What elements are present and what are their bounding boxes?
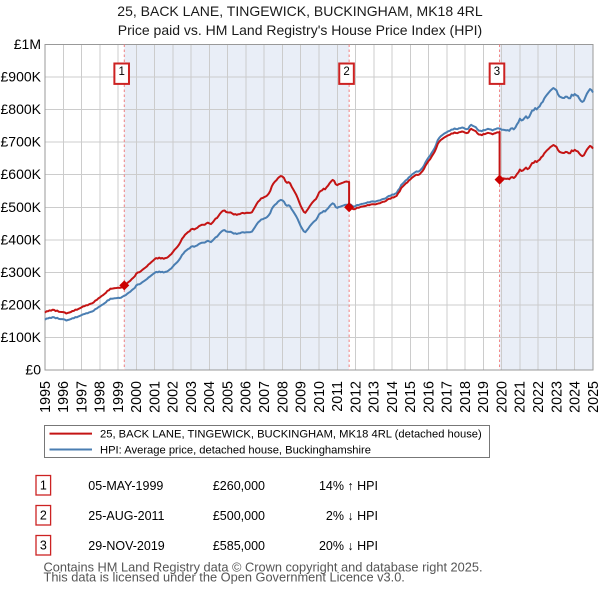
svg-text:2018: 2018 xyxy=(458,381,474,413)
svg-text:1999: 1999 xyxy=(111,381,127,413)
svg-text:20% ↓ HPI: 20% ↓ HPI xyxy=(319,539,378,553)
svg-text:£700K: £700K xyxy=(1,134,42,150)
svg-text:2008: 2008 xyxy=(275,381,291,413)
svg-text:2: 2 xyxy=(40,509,47,523)
svg-text:2% ↓ HPI: 2% ↓ HPI xyxy=(326,509,378,523)
svg-text:05-MAY-1999: 05-MAY-1999 xyxy=(88,479,163,493)
svg-text:2011: 2011 xyxy=(330,381,346,412)
svg-text:2019: 2019 xyxy=(476,381,492,413)
svg-text:£585,000: £585,000 xyxy=(213,539,265,553)
svg-text:2023: 2023 xyxy=(549,381,565,413)
svg-text:HPI: Average price, detached h: HPI: Average price, detached house, Buck… xyxy=(100,445,371,457)
svg-text:2013: 2013 xyxy=(367,381,383,413)
svg-text:2002: 2002 xyxy=(166,381,182,413)
svg-text:25-AUG-2011: 25-AUG-2011 xyxy=(88,509,164,523)
svg-text:2012: 2012 xyxy=(348,381,364,413)
svg-text:1: 1 xyxy=(118,66,124,78)
svg-text:14% ↑ HPI: 14% ↑ HPI xyxy=(319,479,378,493)
svg-text:2003: 2003 xyxy=(184,381,200,413)
svg-text:2022: 2022 xyxy=(531,381,547,413)
svg-text:2024: 2024 xyxy=(568,381,584,413)
svg-text:£260,000: £260,000 xyxy=(213,479,265,493)
svg-text:£400K: £400K xyxy=(1,231,42,247)
svg-text:£500,000: £500,000 xyxy=(213,509,265,523)
svg-text:Price paid vs. HM Land Registr: Price paid vs. HM Land Registry's House … xyxy=(118,22,482,38)
svg-text:1: 1 xyxy=(40,479,47,493)
svg-text:2000: 2000 xyxy=(129,381,145,413)
svg-text:£200K: £200K xyxy=(1,296,42,312)
svg-text:£100K: £100K xyxy=(1,329,42,345)
svg-text:2006: 2006 xyxy=(239,381,255,413)
svg-text:2014: 2014 xyxy=(385,381,401,413)
svg-text:This data is licensed under th: This data is licensed under the Open Gov… xyxy=(44,570,405,585)
svg-text:2020: 2020 xyxy=(495,381,511,413)
svg-text:2025: 2025 xyxy=(586,381,600,413)
svg-text:£800K: £800K xyxy=(1,101,42,117)
svg-text:Contains HM Land Registry data: Contains HM Land Registry data © Crown c… xyxy=(44,560,483,575)
svg-text:2016: 2016 xyxy=(421,381,437,413)
svg-text:29-NOV-2019: 29-NOV-2019 xyxy=(88,539,164,553)
svg-text:2001: 2001 xyxy=(147,381,163,413)
svg-text:1997: 1997 xyxy=(74,381,90,413)
svg-text:2015: 2015 xyxy=(403,381,419,413)
svg-text:£900K: £900K xyxy=(1,69,42,85)
svg-text:2010: 2010 xyxy=(312,381,328,413)
svg-text:1998: 1998 xyxy=(93,381,109,413)
svg-text:25, BACK LANE, TINGEWICK, BUCK: 25, BACK LANE, TINGEWICK, BUCKINGHAM, MK… xyxy=(100,429,482,441)
svg-text:2007: 2007 xyxy=(257,381,273,413)
svg-text:25, BACK LANE, TINGEWICK, BUCK: 25, BACK LANE, TINGEWICK, BUCKINGHAM, MK… xyxy=(117,3,483,19)
svg-text:£500K: £500K xyxy=(1,199,42,215)
svg-text:2021: 2021 xyxy=(513,381,529,413)
svg-text:£600K: £600K xyxy=(1,166,42,182)
svg-text:3: 3 xyxy=(494,66,500,78)
svg-text:3: 3 xyxy=(40,539,47,553)
svg-text:1996: 1996 xyxy=(56,381,72,413)
svg-text:2005: 2005 xyxy=(221,381,237,413)
svg-text:2009: 2009 xyxy=(294,381,310,413)
svg-text:£1M: £1M xyxy=(14,36,41,52)
svg-text:2: 2 xyxy=(343,66,349,78)
svg-text:2004: 2004 xyxy=(202,381,218,413)
svg-text:1995: 1995 xyxy=(38,381,54,413)
svg-text:£300K: £300K xyxy=(1,264,42,280)
svg-text:2017: 2017 xyxy=(440,381,456,413)
svg-text:£0: £0 xyxy=(25,362,41,378)
